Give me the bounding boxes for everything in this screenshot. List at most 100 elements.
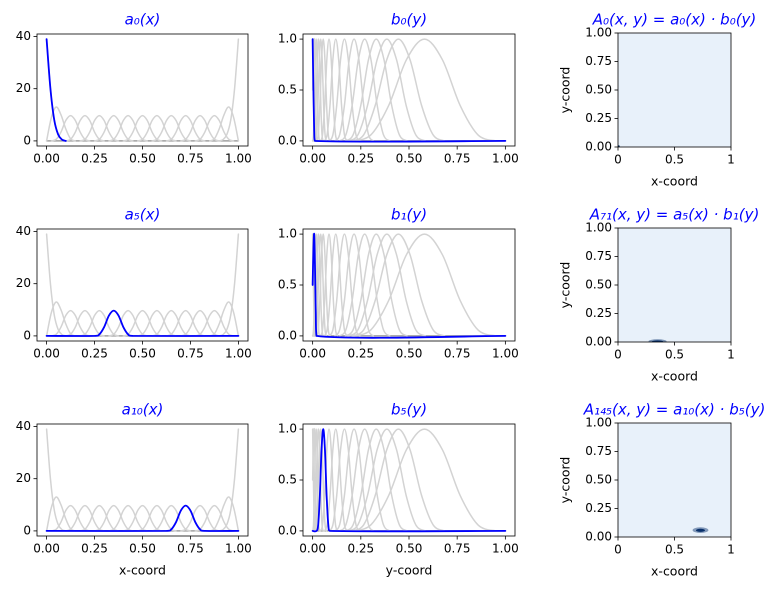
x-tick-label: 0.75 — [444, 347, 471, 361]
line-series — [218, 38, 240, 142]
line-series — [351, 233, 446, 337]
y-tick-label: 1.0 — [278, 422, 297, 436]
subplot: 0.00 0.25 0.50 0.75 1.00 0.0 0.5 1.0 b₀(y) — [278, 11, 519, 166]
y-tick-label: 0.25 — [585, 501, 612, 515]
subplot: 0.00 0.25 0.50 0.75 1.00 0.0 0.5 1.0 b₅(y) y-coor… — [278, 401, 519, 578]
line-series — [151, 114, 192, 142]
y-tick-label: 0.50 — [585, 83, 612, 97]
y-axis-label: y-coord — [558, 457, 573, 504]
y-tick-label: 0.0 — [278, 133, 297, 147]
y-tick-label: 1.0 — [278, 227, 297, 241]
line-series — [312, 428, 324, 532]
x-axis-label: x-coord — [651, 564, 698, 579]
y-tick-label: 0.50 — [585, 473, 612, 487]
line-series — [338, 233, 391, 337]
line-series — [194, 504, 235, 532]
x-tick-label: 0.50 — [129, 347, 156, 361]
y-tick-label: 0.75 — [585, 249, 612, 263]
line-series — [151, 504, 192, 532]
line-series — [194, 114, 235, 142]
heatmap-cell — [618, 145, 620, 147]
axes-frame — [36, 228, 249, 342]
x-tick-label: 0 — [614, 348, 622, 362]
line-series — [122, 309, 163, 337]
line-series — [108, 504, 149, 532]
line-series — [352, 428, 497, 532]
x-tick-label: 0.00 — [299, 542, 326, 556]
line-series — [79, 309, 120, 337]
line-series — [344, 428, 408, 532]
line-series — [208, 496, 240, 532]
x-tick-label: 1.00 — [492, 152, 519, 166]
plot-area — [311, 232, 507, 339]
line-series — [338, 428, 391, 532]
y-tick-label: 1.00 — [585, 221, 612, 235]
x-tick-label: 0.00 — [33, 152, 60, 166]
heatmap-background — [618, 423, 731, 537]
line-series — [323, 38, 349, 142]
line-series — [180, 114, 220, 142]
x-tick-label: 0.00 — [299, 152, 326, 166]
x-axis-label: x-coord — [651, 369, 698, 384]
line-series — [45, 309, 240, 337]
heatmap-background — [618, 33, 731, 147]
line-series — [351, 38, 446, 142]
y-tick-label: 0.5 — [278, 473, 297, 487]
plot-area — [618, 423, 731, 537]
line-series — [122, 504, 163, 532]
x-tick-label: 0.50 — [396, 542, 423, 556]
plot-area — [618, 228, 731, 342]
line-series — [311, 428, 507, 533]
y-tick-label: 0 — [23, 328, 31, 342]
line-series — [319, 428, 339, 532]
x-tick-label: 0.50 — [396, 347, 423, 361]
line-series — [79, 504, 120, 532]
line-series — [323, 233, 349, 337]
y-axis-label: y-coord — [558, 262, 573, 309]
line-series — [314, 233, 328, 337]
x-tick-label: 1.00 — [492, 347, 519, 361]
line-series — [311, 232, 507, 339]
x-tick-label: 1 — [727, 153, 735, 167]
line-series — [165, 114, 206, 142]
line-series — [352, 38, 497, 142]
x-tick-label: 1.00 — [225, 152, 252, 166]
x-tick-label: 1.00 — [225, 347, 252, 361]
line-series — [65, 504, 105, 532]
line-series — [208, 106, 240, 142]
x-axis-label: y-coord — [386, 563, 433, 578]
line-series — [136, 504, 177, 532]
line-series — [45, 106, 77, 142]
axes-frame — [36, 423, 249, 537]
x-tick-label: 0.50 — [396, 152, 423, 166]
x-tick-label: 0.00 — [33, 347, 60, 361]
line-series — [347, 428, 427, 532]
y-tick-label: 0.75 — [585, 444, 612, 458]
subplot: 0.00 0.25 0.50 0.75 1.00 0.0 0.5 1.0 b₁(y) — [278, 206, 519, 361]
y-tick-label: 0.5 — [278, 278, 297, 292]
line-series — [65, 114, 105, 142]
line-series — [50, 504, 91, 532]
y-tick-label: 0.5 — [278, 83, 297, 97]
line-series — [45, 496, 77, 532]
line-series — [338, 38, 391, 142]
y-tick-label: 0.00 — [585, 140, 612, 154]
line-series — [314, 38, 328, 142]
heatmap-cell — [695, 528, 706, 532]
line-series — [218, 428, 240, 532]
line-series — [45, 428, 67, 532]
y-axis-label: y-coord — [558, 67, 573, 114]
axes-frame — [36, 33, 249, 147]
line-series — [314, 428, 328, 532]
line-series — [45, 301, 77, 337]
x-axis-label: x-coord — [651, 174, 698, 189]
plot-area — [311, 37, 507, 143]
y-tick-label: 20 — [16, 471, 31, 485]
subplot-title: A₁₄₅(x, y) = a₁₀(x) · b₅(y) — [583, 401, 766, 419]
line-series — [312, 38, 324, 142]
heatmap-background — [618, 228, 731, 342]
x-tick-label: 0.75 — [177, 347, 204, 361]
line-series — [165, 309, 206, 337]
